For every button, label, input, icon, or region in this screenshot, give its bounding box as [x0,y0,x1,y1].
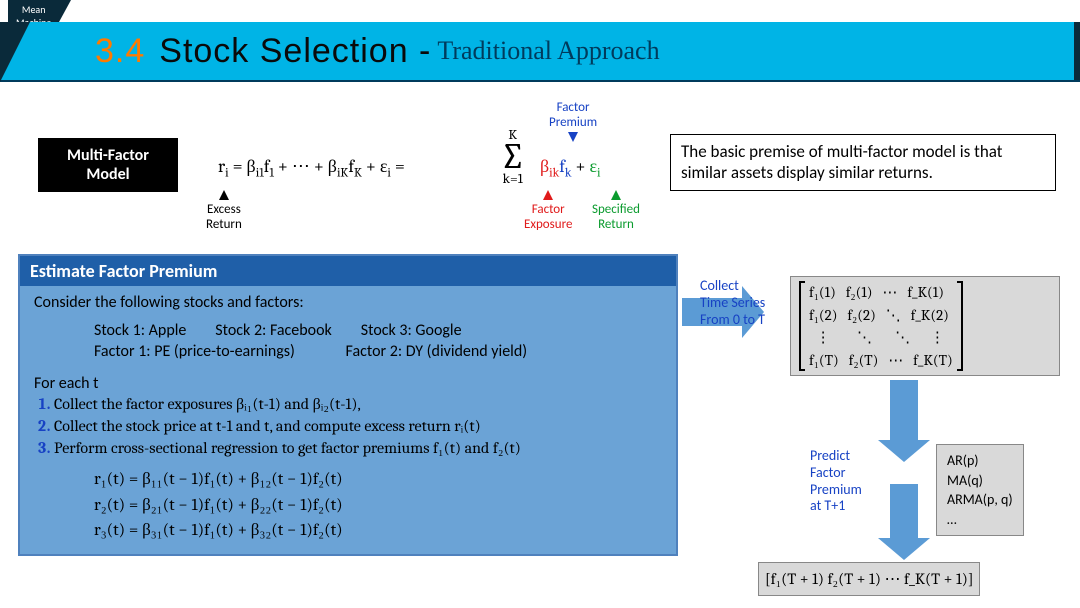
result-vector: [f₁(T + 1) f₂(T + 1) ⋯ f_K(T + 1)] [758,562,980,596]
title-main: Stock Selection - [159,32,431,71]
label-excess-return: Excess Return [206,188,242,232]
models-box: AR(p) MA(q) ARMA(p, q) … [936,444,1024,536]
label-specified-return: Specified Return [592,188,640,232]
steps-list: Collect the factor exposures βᵢ₁(t-1) an… [54,394,662,459]
label-factor-exposure: Factor Exposure [524,188,572,232]
step-2: Collect the stock price at t-1 and t, an… [54,416,662,438]
arrow-predict-1 [890,380,918,440]
step-1: Collect the factor exposures βᵢ₁(t-1) an… [54,394,662,416]
estimate-intro: Consider the following stocks and factor… [34,292,662,314]
multi-factor-label: Multi-Factor Model [38,138,178,192]
factor-matrix: f₁(1) f₂(1) ⋯ f_K(1) f₁(2) f₂(2) ⋱ f_K(2… [790,276,1060,376]
estimate-header: Estimate Factor Premium [20,256,676,286]
arrow-collect-label: Collect Time Series From 0 to T [700,278,765,328]
section-number: 3.4 [95,32,145,71]
title-wedge [0,22,30,82]
arrow-predict-label: Predict Factor Premium at T+1 [810,448,862,515]
regression-equations: r₁(t) = β₁₁(t − 1)f₁(t) + β₁₂(t − 1)f₂(t… [94,467,662,544]
premise-box: The basic premise of multi-factor model … [670,134,1056,191]
factors-line: Factor 1: PE (price-to-earnings) Factor … [94,341,662,363]
sigma-notation: K ∑ k=1 [500,128,526,186]
arrow-predict-2 [890,484,918,538]
slide-title-bar: 3.4 Stock Selection - Traditional Approa… [0,22,1080,82]
label-factor-premium: Factor Premium [549,100,597,144]
step-3: Perform cross-sectional regression to ge… [54,438,662,460]
equation-expanded: ri = βi1f1 + ⋯ + βiKfK + εi = [218,156,405,181]
estimate-body: Consider the following stocks and factor… [20,286,676,554]
title-subtitle: Traditional Approach [437,36,659,66]
equation-summand: βikfk + εi [540,156,601,181]
stocks-line: Stock 1: Apple Stock 2: Facebook Stock 3… [94,320,662,342]
estimate-panel: Estimate Factor Premium Consider the fol… [18,254,678,556]
for-each-label: For each t [34,373,662,395]
